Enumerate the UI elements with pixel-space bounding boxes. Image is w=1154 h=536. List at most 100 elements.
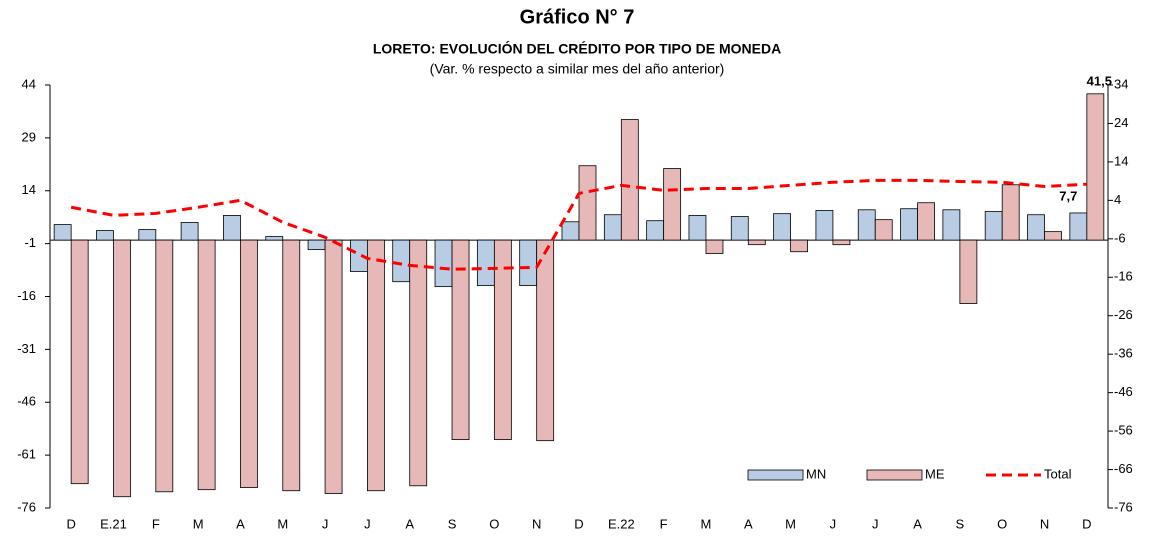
y-tick-label: -31 xyxy=(17,341,36,356)
bar xyxy=(1086,93,1105,241)
x-tick-label: A xyxy=(405,516,414,531)
bar xyxy=(519,239,538,286)
x-tick-label: J xyxy=(872,516,879,531)
bar xyxy=(180,222,199,241)
chart-subtitle: LORETO: EVOLUCIÓN DEL CRÉDITO POR TIPO D… xyxy=(373,40,781,57)
bar xyxy=(1027,214,1045,241)
bar xyxy=(476,239,495,286)
x-tick-label: A xyxy=(744,516,753,531)
y2-tick-label: 14 xyxy=(1114,153,1128,168)
bar xyxy=(434,239,453,288)
legend-label: Total xyxy=(1044,466,1072,481)
legend-swatch xyxy=(866,469,923,481)
y2-tick-label: -76 xyxy=(1114,499,1133,514)
y-tick-label: 44 xyxy=(22,76,36,91)
legend-label: ME xyxy=(925,466,945,481)
bar xyxy=(620,119,639,241)
x-tick-label: M xyxy=(785,516,796,531)
x-tick-label: M xyxy=(701,516,712,531)
x-tick-label: J xyxy=(830,516,837,531)
x-tick-label: N xyxy=(1040,516,1049,531)
bar xyxy=(561,221,580,241)
x-tick-label: E.21 xyxy=(100,516,127,531)
x-tick-label: E.22 xyxy=(608,516,635,531)
bar xyxy=(240,239,258,488)
bar xyxy=(917,202,935,241)
bar xyxy=(324,239,343,494)
y-tick-label: -61 xyxy=(17,447,36,462)
x-tick-label: F xyxy=(152,516,160,531)
legend-label: MN xyxy=(806,466,826,481)
x-tick-label: A xyxy=(236,516,245,531)
y2-tick-label: -16 xyxy=(1114,269,1133,284)
x-tick-label: J xyxy=(364,516,371,531)
bar xyxy=(984,211,1003,241)
bar xyxy=(705,239,724,254)
x-tick-label: O xyxy=(997,516,1007,531)
bar xyxy=(773,213,791,241)
y2-tick-label: -66 xyxy=(1114,461,1133,476)
x-tick-label: D xyxy=(1082,516,1091,531)
chart-note: (Var. % respecto a similar mes del año a… xyxy=(430,61,725,77)
bar xyxy=(113,239,131,498)
bar xyxy=(900,208,918,241)
bar xyxy=(536,239,555,442)
x-tick-label: F xyxy=(660,516,668,531)
bar xyxy=(603,214,622,241)
bar xyxy=(53,224,72,241)
y-tick-label: -46 xyxy=(17,394,36,409)
x-tick-label: A xyxy=(913,516,922,531)
bar xyxy=(197,239,216,491)
bar xyxy=(392,239,411,283)
bar xyxy=(1001,184,1020,241)
bar xyxy=(451,239,470,441)
bar xyxy=(282,239,301,492)
legend-swatch xyxy=(747,469,804,481)
y2-tick-label: -26 xyxy=(1114,307,1133,322)
bar xyxy=(578,165,597,241)
y2-tick-label: -36 xyxy=(1114,346,1133,361)
bar xyxy=(790,239,808,253)
bar xyxy=(857,209,876,241)
y-tick-label: -76 xyxy=(17,499,36,514)
bar xyxy=(688,215,707,241)
bar xyxy=(959,239,978,304)
y2-tick-label: 4 xyxy=(1114,192,1121,207)
y2-tick-label: -46 xyxy=(1114,384,1133,399)
x-tick-label: M xyxy=(193,516,204,531)
bar xyxy=(832,239,851,246)
y-tick-label: 14 xyxy=(22,182,36,197)
y-tick-label: 29 xyxy=(22,129,36,144)
chart-title: Gráfico N° 7 xyxy=(520,6,635,28)
line xyxy=(70,178,1087,271)
bar xyxy=(815,210,834,241)
y-tick-label: -1 xyxy=(24,235,36,250)
bar xyxy=(366,239,385,492)
x-tick-label: D xyxy=(66,516,75,531)
bar xyxy=(409,239,428,487)
bar xyxy=(663,168,682,241)
bar xyxy=(874,219,893,241)
bar xyxy=(96,230,114,241)
bar xyxy=(70,239,89,485)
bar xyxy=(942,209,961,241)
bar xyxy=(265,236,284,241)
bar xyxy=(307,239,326,251)
bar xyxy=(223,215,241,241)
bar xyxy=(730,216,749,241)
y2-tick-label: -56 xyxy=(1114,423,1133,438)
x-tick-label: J xyxy=(322,516,329,531)
x-tick-label: S xyxy=(448,516,457,531)
bar xyxy=(1069,212,1088,241)
y2-tick-label: -6 xyxy=(1114,230,1126,245)
y2-tick-label: 34 xyxy=(1114,76,1128,91)
bar xyxy=(138,229,157,241)
bar xyxy=(747,239,766,246)
bar xyxy=(646,220,665,241)
y-tick-label: -16 xyxy=(17,288,36,303)
x-tick-label: M xyxy=(277,516,288,531)
y2-tick-label: 24 xyxy=(1114,115,1128,130)
value-label: 7,7 xyxy=(1059,188,1077,203)
bar xyxy=(1044,231,1062,241)
